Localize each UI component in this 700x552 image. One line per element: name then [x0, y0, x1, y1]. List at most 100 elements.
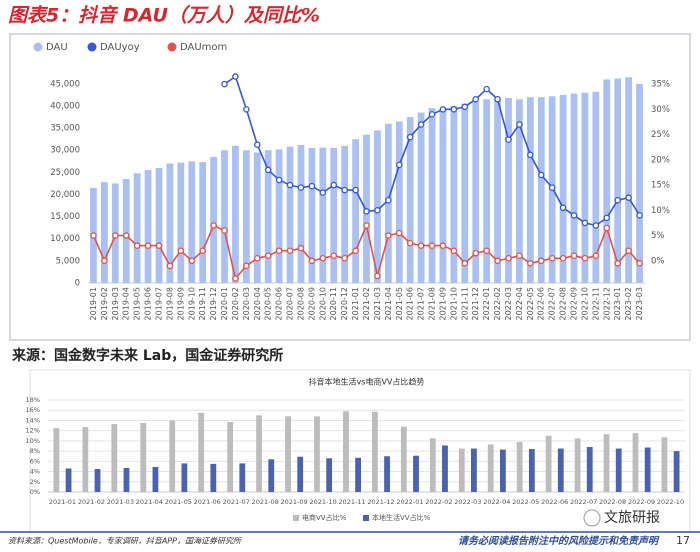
y-tick-label: 8% [30, 447, 40, 455]
bar [352, 139, 359, 283]
point [122, 232, 130, 239]
bar [458, 448, 465, 492]
bar [537, 97, 545, 284]
x-tick-label: 2023-03 [635, 287, 644, 320]
point [614, 260, 621, 267]
x-tick-label: 2022-06 [541, 498, 568, 506]
bar [123, 467, 130, 492]
bar [372, 411, 378, 492]
point [417, 242, 425, 249]
bar [286, 146, 294, 283]
point [319, 255, 327, 262]
bar [471, 448, 477, 492]
x-tick-label: 2020-07 [286, 287, 295, 320]
x-tick-label: 2019-05 [133, 287, 142, 320]
x-tick-label: 2022-08 [559, 287, 568, 320]
point [494, 257, 501, 265]
x-tick-label: 2021-03 [373, 287, 382, 320]
point [90, 232, 97, 239]
bar [166, 163, 174, 283]
y-tick-label: 40,000 [50, 101, 80, 111]
point [155, 242, 163, 249]
bar [673, 451, 680, 492]
x-tick-label: 2021-06 [194, 498, 221, 506]
x-tick-label: 2022-10 [580, 287, 589, 320]
page-number: 17 [676, 534, 690, 547]
footer-note: 资料来源：QuestMobile，专家调研，抖音APP，国海证券研究所 [8, 537, 243, 546]
x-tick-label: 2021-09 [438, 287, 447, 320]
point [199, 247, 206, 254]
bar [111, 424, 118, 492]
point [352, 186, 359, 194]
y2-tick-label: 25% [651, 130, 670, 140]
bar [297, 144, 305, 283]
y-tick-label: 6% [30, 457, 40, 465]
bar [133, 173, 141, 283]
point [625, 194, 632, 201]
x-tick-label: 2022-05 [512, 498, 539, 506]
point [188, 257, 196, 265]
x-tick-label: 2022-09 [628, 498, 655, 506]
x-tick-label: 2022-01 [482, 287, 491, 320]
x-tick-label: 2021-12 [471, 287, 480, 320]
x-tick-label: 2021-04 [384, 287, 393, 320]
point [308, 182, 316, 190]
x-tick-label: 2022-02 [493, 287, 502, 320]
x-tick-label: 2020-09 [307, 287, 316, 320]
bar [494, 99, 501, 283]
bar [239, 463, 246, 492]
bar [297, 456, 304, 492]
y-tick-label: 18% [26, 396, 40, 404]
bar [53, 428, 60, 492]
point [592, 222, 600, 229]
y-tick-label: 45,000 [50, 79, 80, 89]
point [439, 242, 447, 249]
bar [314, 416, 320, 492]
point [483, 85, 490, 93]
point [254, 141, 261, 148]
point [614, 196, 621, 204]
point [297, 244, 305, 252]
x-tick-label: 2021-08 [252, 498, 279, 506]
x-tick-label: 2019-07 [154, 287, 163, 320]
bar [592, 91, 600, 284]
x-tick-label: 2022-09 [570, 287, 579, 320]
point [406, 239, 414, 247]
bar [253, 152, 261, 283]
point [581, 219, 589, 227]
point [221, 227, 228, 234]
point [417, 121, 425, 128]
bar [400, 426, 407, 492]
point [221, 80, 228, 88]
point [286, 247, 294, 254]
x-tick-label: 2020-04 [253, 287, 262, 320]
point [439, 106, 447, 113]
point [396, 229, 403, 237]
bar [528, 449, 535, 492]
bar [326, 458, 333, 492]
x-tick-label: 2020-06 [275, 287, 284, 320]
x-tick-label: 2022-08 [599, 498, 626, 506]
bar [122, 179, 130, 283]
x-tick-label: 2022-03 [504, 287, 513, 320]
legend-marker [33, 42, 43, 52]
point [374, 207, 381, 214]
bar [144, 170, 152, 283]
point [133, 242, 141, 249]
badge: 文旅研报 [604, 510, 660, 526]
bar [343, 411, 349, 492]
point [570, 252, 578, 259]
bar [319, 147, 327, 283]
point [330, 181, 337, 189]
legend-label: DAUmom [180, 42, 227, 53]
bar [439, 108, 447, 283]
bar [545, 435, 552, 492]
x-tick-label: 2022-01 [396, 498, 423, 506]
point [352, 247, 359, 254]
legend-marker [167, 42, 177, 52]
x-tick-label: 2022-07 [548, 287, 557, 320]
bar [625, 77, 633, 283]
bar [155, 167, 163, 283]
disclaimer: 请务必阅读报告附注中的风险提示和免责声明 [458, 535, 660, 547]
